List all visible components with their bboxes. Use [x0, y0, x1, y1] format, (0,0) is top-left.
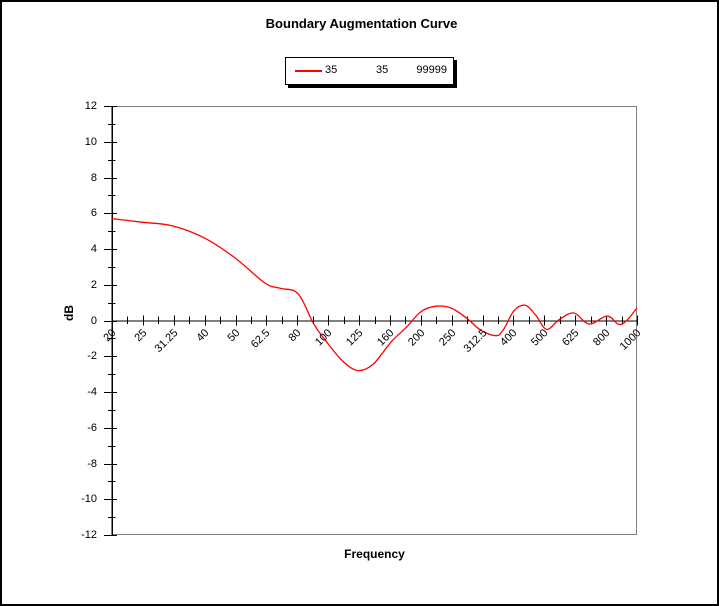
y-tick-label: 2 — [90, 278, 97, 291]
legend-series-line-icon — [295, 70, 322, 72]
y-tick-label: -6 — [87, 421, 97, 434]
series-line — [111, 217, 638, 372]
legend-value-1: 35 — [325, 64, 338, 76]
y-tick-label: -12 — [81, 529, 97, 541]
y-tick-label: 0 — [90, 314, 97, 327]
legend-value-2: 35 — [376, 64, 389, 76]
chart-title: Boundary Augmentation Curve — [265, 16, 458, 31]
y-tick-label: -10 — [81, 493, 97, 506]
y-tick-label: 8 — [90, 171, 97, 184]
legend-value-3: 99999 — [416, 64, 447, 76]
legend-box: 35 35 99999 — [285, 57, 454, 85]
y-tick-label: 4 — [90, 243, 97, 255]
y-tick-label: -4 — [87, 386, 97, 398]
x-axis-title: Frequency — [344, 547, 405, 561]
y-tick-label: 6 — [90, 207, 97, 220]
y-tick-label: 12 — [84, 100, 97, 112]
y-tick-label: 10 — [84, 135, 97, 148]
y-tick-label: -8 — [87, 457, 97, 470]
y-tick-label: -2 — [87, 350, 97, 363]
